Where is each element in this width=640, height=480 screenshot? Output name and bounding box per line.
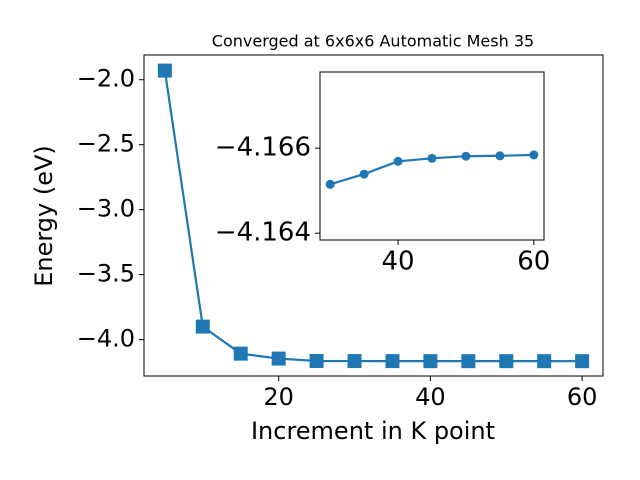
marker	[385, 354, 400, 369]
marker	[271, 351, 286, 366]
y-tick-label: −4.0	[77, 325, 135, 353]
marker	[495, 151, 505, 161]
marker	[423, 354, 438, 369]
marker	[575, 354, 590, 369]
y-tick-label: −3.5	[77, 260, 135, 288]
marker	[233, 346, 248, 361]
x-tick-label: 60	[567, 383, 598, 411]
marker	[195, 319, 210, 334]
marker	[427, 153, 437, 163]
x-tick-label: 60	[517, 247, 550, 277]
y-tick-label: −3.0	[77, 195, 135, 223]
x-tick-label: 20	[263, 383, 294, 411]
marker	[461, 354, 476, 369]
axes-frame	[143, 54, 604, 377]
y-tick-label: −2.5	[77, 130, 135, 158]
marker	[325, 179, 335, 189]
x-tick-label: 40	[382, 247, 415, 277]
x-axis-label: Increment in K point	[251, 417, 495, 445]
chart-title: Converged at 6x6x6 Automatic Mesh 35	[212, 32, 534, 51]
marker	[157, 63, 172, 78]
marker	[359, 169, 369, 179]
y-axis-label: Energy (eV)	[30, 145, 58, 287]
y-tick-label: −4.164	[215, 218, 311, 248]
marker	[309, 353, 324, 368]
marker	[461, 151, 471, 161]
x-tick-label: 40	[415, 383, 446, 411]
y-tick-label: −4.166	[215, 133, 311, 163]
y-tick-label: −2.0	[77, 65, 135, 93]
marker	[499, 354, 514, 369]
marker	[393, 156, 403, 166]
axes-frame	[319, 71, 545, 241]
marker	[537, 354, 552, 369]
marker	[347, 354, 362, 369]
marker	[529, 150, 539, 160]
